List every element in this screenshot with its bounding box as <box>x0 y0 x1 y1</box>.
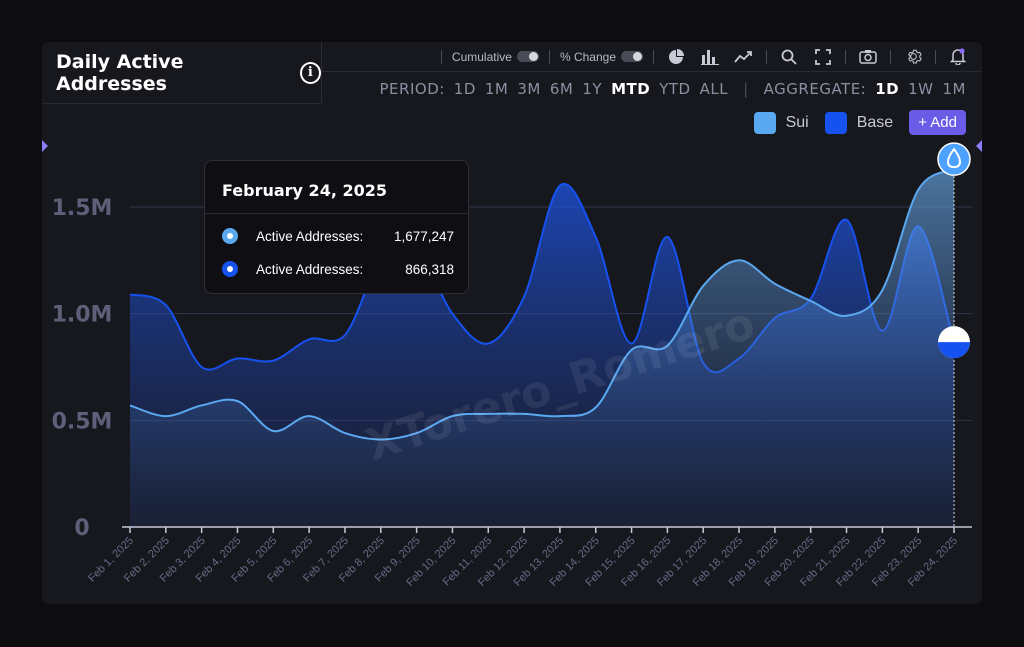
tooltip-divider <box>205 213 468 214</box>
sui-logo-marker <box>937 142 971 176</box>
tooltip-row-base: Active Addresses: 866,318 <box>222 259 454 279</box>
pie-chart-icon[interactable] <box>664 47 688 67</box>
info-icon[interactable]: i <box>299 61 321 84</box>
cumulative-toggle[interactable]: Cumulative <box>452 50 539 64</box>
period-option-1d[interactable]: 1D <box>453 79 476 98</box>
divider <box>548 49 550 64</box>
legend-swatch-sui[interactable] <box>753 111 776 134</box>
add-series-button[interactable]: + Add <box>909 110 966 135</box>
zoom-icon[interactable] <box>777 47 801 67</box>
tooltip-date: February 24, 2025 <box>222 181 387 200</box>
pct-change-switch[interactable] <box>621 51 643 62</box>
divider <box>845 49 846 64</box>
divider <box>935 49 936 64</box>
legend-label-base[interactable]: Base <box>856 113 894 131</box>
toolbar-top: Cumulative % Change <box>322 42 982 72</box>
bar-chart-icon[interactable] <box>698 47 722 67</box>
area-fill-sui <box>130 169 954 527</box>
legend: Sui Base + Add <box>753 110 966 135</box>
pct-change-toggle[interactable]: % Change <box>560 50 643 64</box>
pct-change-label: % Change <box>559 49 616 64</box>
title-box: Daily Active Addresses i <box>42 42 322 104</box>
period-option-all[interactable]: ALL <box>699 79 729 98</box>
period-label: PERIOD: <box>379 79 445 98</box>
y-tick-label: 1.5M <box>52 196 113 221</box>
tooltip-dot-sui <box>222 228 238 244</box>
sui-droplet-icon <box>947 147 961 169</box>
period-aggregate-bar: PERIOD: 1D 1M 3M 6M 1Y MTD YTD ALL | AGGREGATE: 1D… <box>322 73 982 104</box>
period-option-1m[interactable]: 1M <box>484 79 509 98</box>
range-handle-right[interactable] <box>976 140 982 152</box>
cumulative-label: Cumulative <box>451 49 512 64</box>
y-tick-label: 0 <box>74 516 89 541</box>
chart-tooltip: February 24, 2025 Active Addresses: 1,67… <box>204 160 469 294</box>
series-line-base[interactable] <box>129 183 955 374</box>
period-option-1y[interactable]: 1Y <box>582 79 603 98</box>
divider <box>440 49 442 64</box>
bell-icon[interactable] <box>946 47 970 67</box>
tooltip-value: 866,318 <box>405 261 454 277</box>
legend-label-sui[interactable]: Sui <box>785 113 809 131</box>
chart-card: Daily Active Addresses i Cumulative % Ch… <box>42 42 982 604</box>
cumulative-switch[interactable] <box>516 51 539 62</box>
line-chart-icon[interactable] <box>732 47 756 67</box>
gear-icon[interactable] <box>901 47 925 67</box>
camera-icon[interactable] <box>856 47 880 67</box>
tooltip-value: 1,677,247 <box>393 228 454 244</box>
aggregate-option-1d[interactable]: 1D <box>875 79 900 98</box>
legend-swatch-base[interactable] <box>824 111 847 134</box>
range-handle-left[interactable] <box>42 140 48 152</box>
fullscreen-icon[interactable] <box>811 47 835 67</box>
y-tick-label: 1.0M <box>52 303 113 328</box>
divider <box>653 49 654 64</box>
series-line-sui[interactable] <box>129 168 955 441</box>
tooltip-label: Active Addresses: <box>256 228 364 244</box>
page-title: Daily Active Addresses <box>56 50 184 95</box>
y-tick-label: 0.5M <box>52 409 113 434</box>
tooltip-label: Active Addresses: <box>256 261 364 277</box>
divider <box>890 49 891 64</box>
period-option-ytd[interactable]: YTD <box>659 79 691 98</box>
period-option-3m[interactable]: 3M <box>517 79 541 98</box>
aggregate-label: AGGREGATE: <box>763 79 867 98</box>
aggregate-option-1w[interactable]: 1W <box>908 79 934 98</box>
period-option-6m[interactable]: 6M <box>549 79 574 98</box>
base-logo-half <box>938 342 970 359</box>
aggregate-option-1m[interactable]: 1M <box>942 79 966 98</box>
tooltip-dot-base <box>222 261 238 277</box>
period-option-mtd[interactable]: MTD <box>611 79 651 98</box>
divider: | <box>743 79 749 98</box>
divider <box>766 49 767 64</box>
tooltip-row-sui: Active Addresses: 1,677,247 <box>222 226 454 246</box>
